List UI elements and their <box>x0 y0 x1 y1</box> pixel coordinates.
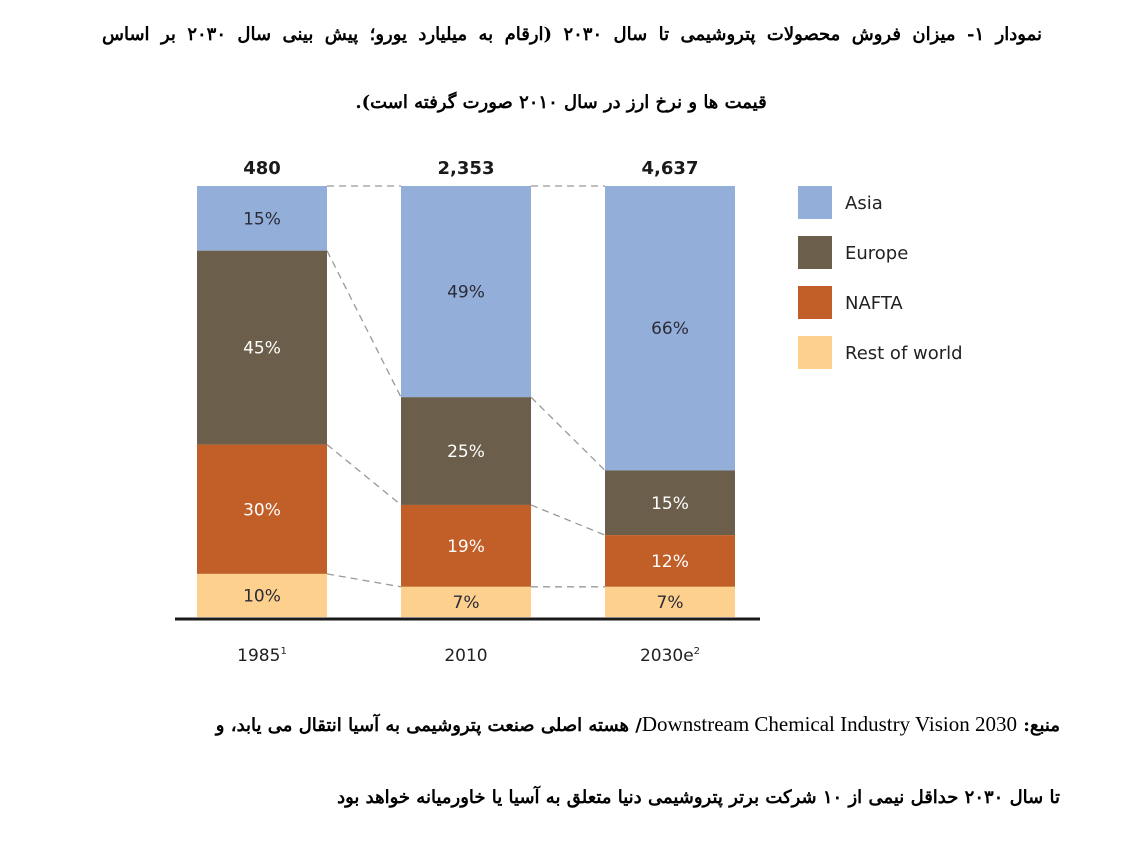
bar-segment-asia <box>605 186 735 471</box>
source-prefix: منبع: <box>1017 715 1060 736</box>
legend-label: Asia <box>845 193 883 214</box>
bar-segment-europe <box>197 250 327 445</box>
category-label: 2010 <box>444 646 487 666</box>
segment-label: 10% <box>243 586 281 606</box>
segment-label: 66% <box>651 319 689 339</box>
segment-label: 7% <box>453 593 480 613</box>
category-label: 2030e2 <box>640 646 700 666</box>
source-suffix: / هسته اصلی صنعت پتروشیمی به آسیا انتقال… <box>215 715 642 736</box>
bar-segment-asia <box>401 186 531 398</box>
segment-label: 49% <box>447 283 485 303</box>
bar-segment-rest-of-world <box>605 586 735 617</box>
total-label: 480 <box>243 158 281 179</box>
segment-label: 45% <box>243 339 281 359</box>
source-title: Downstream Chemical Industry Vision 2030 <box>641 712 1017 736</box>
segment-label: 15% <box>243 209 281 229</box>
connector-line <box>530 396 606 471</box>
total-label: 2,353 <box>438 158 495 179</box>
legend-swatch <box>798 236 832 269</box>
chart-title-line-1: نمودار ۱- میزان فروش محصولات پتروشیمی تا… <box>102 24 1043 45</box>
legend-label: Europe <box>845 243 908 264</box>
segment-label: 12% <box>651 552 689 572</box>
bar-segment-rest-of-world <box>401 586 531 617</box>
category-label: 19851 <box>237 646 287 666</box>
bar-segment-europe <box>605 470 735 536</box>
connector-line <box>326 250 402 398</box>
bar-segment-rest-of-world <box>197 573 327 617</box>
footer-note: تا سال ۲۰۳۰ حداقل نیمی از ۱۰ شرکت برتر پ… <box>337 787 1060 808</box>
connector-line <box>326 573 402 588</box>
segment-label: 15% <box>651 494 689 514</box>
bar-segment-europe <box>401 397 531 505</box>
segment-label: 19% <box>447 537 485 557</box>
segment-label: 25% <box>447 442 485 462</box>
footnote-marker: 2 <box>694 646 700 657</box>
legend-swatch <box>798 186 832 219</box>
footnote-marker: 1 <box>280 646 286 657</box>
bar-segment-nafta <box>605 535 735 587</box>
legend-swatch <box>798 336 832 369</box>
source-line: منبع: Downstream Chemical Industry Visio… <box>216 712 1060 737</box>
legend-label: Rest of world <box>845 343 963 364</box>
connector-line <box>326 444 402 506</box>
bar-segment-nafta <box>401 504 531 587</box>
bar-segment-nafta <box>197 444 327 574</box>
legend-swatch <box>798 286 832 319</box>
legend-label: NAFTA <box>845 293 903 314</box>
connector-line <box>530 504 606 536</box>
segment-label: 30% <box>243 500 281 520</box>
bar-segment-asia <box>197 186 327 251</box>
total-label: 4,637 <box>642 158 699 179</box>
segment-label: 7% <box>657 593 684 613</box>
chart-title-line-2: قیمت ها و نرخ ارز در سال ۲۰۱۰ صورت گرفته… <box>355 92 767 113</box>
